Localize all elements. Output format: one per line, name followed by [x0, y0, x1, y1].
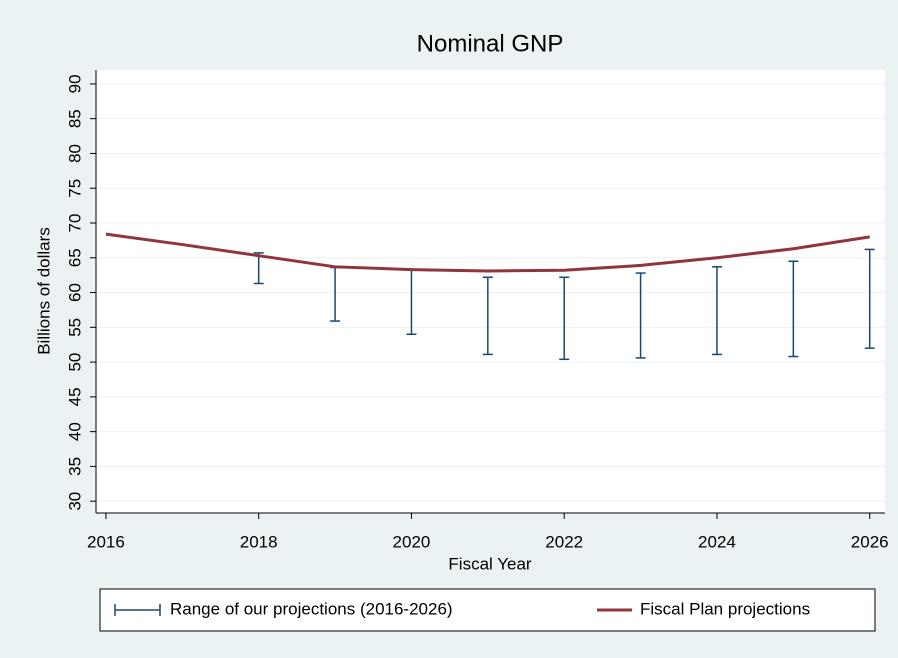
- y-tick-label: 45: [65, 387, 84, 406]
- range-bar: [253, 252, 264, 285]
- range-bar: [711, 266, 722, 356]
- range-bar: [788, 260, 799, 358]
- x-tick-label: 2018: [240, 532, 278, 551]
- y-tick-label: 75: [65, 179, 84, 198]
- y-tick-label: 30: [65, 492, 84, 511]
- x-axis-label: Fiscal Year: [448, 554, 531, 573]
- y-tick-label: 80: [65, 144, 84, 163]
- x-tick-label: 2024: [698, 532, 736, 551]
- legend-label: Fiscal Plan projections: [640, 599, 810, 618]
- plot-area: [96, 70, 885, 513]
- range-bar: [635, 272, 646, 359]
- y-tick-label: 90: [65, 74, 84, 93]
- y-tick-label: 40: [65, 422, 84, 441]
- range-bar: [559, 276, 570, 361]
- y-tick-label: 50: [65, 353, 84, 372]
- range-bar: [482, 276, 493, 356]
- legend-label: Range of our projections (2016-2026): [170, 599, 453, 618]
- y-tick-label: 70: [65, 214, 84, 233]
- x-tick-label: 2016: [87, 532, 125, 551]
- legend: [99, 588, 876, 632]
- range-bar: [864, 248, 875, 349]
- x-tick-label: 2020: [393, 532, 431, 551]
- y-tick-label: 65: [65, 248, 84, 267]
- y-tick-label: 60: [65, 283, 84, 302]
- y-tick-label: 85: [65, 109, 84, 128]
- y-tick-label: 55: [65, 318, 84, 337]
- y-tick-label: 35: [65, 457, 84, 476]
- y-axis-label: Billions of dollars: [34, 227, 53, 355]
- x-tick-label: 2022: [545, 532, 583, 551]
- x-tick-label: 2026: [851, 532, 889, 551]
- line: [105, 232, 870, 273]
- chart-title: Nominal GNP: [417, 30, 564, 57]
